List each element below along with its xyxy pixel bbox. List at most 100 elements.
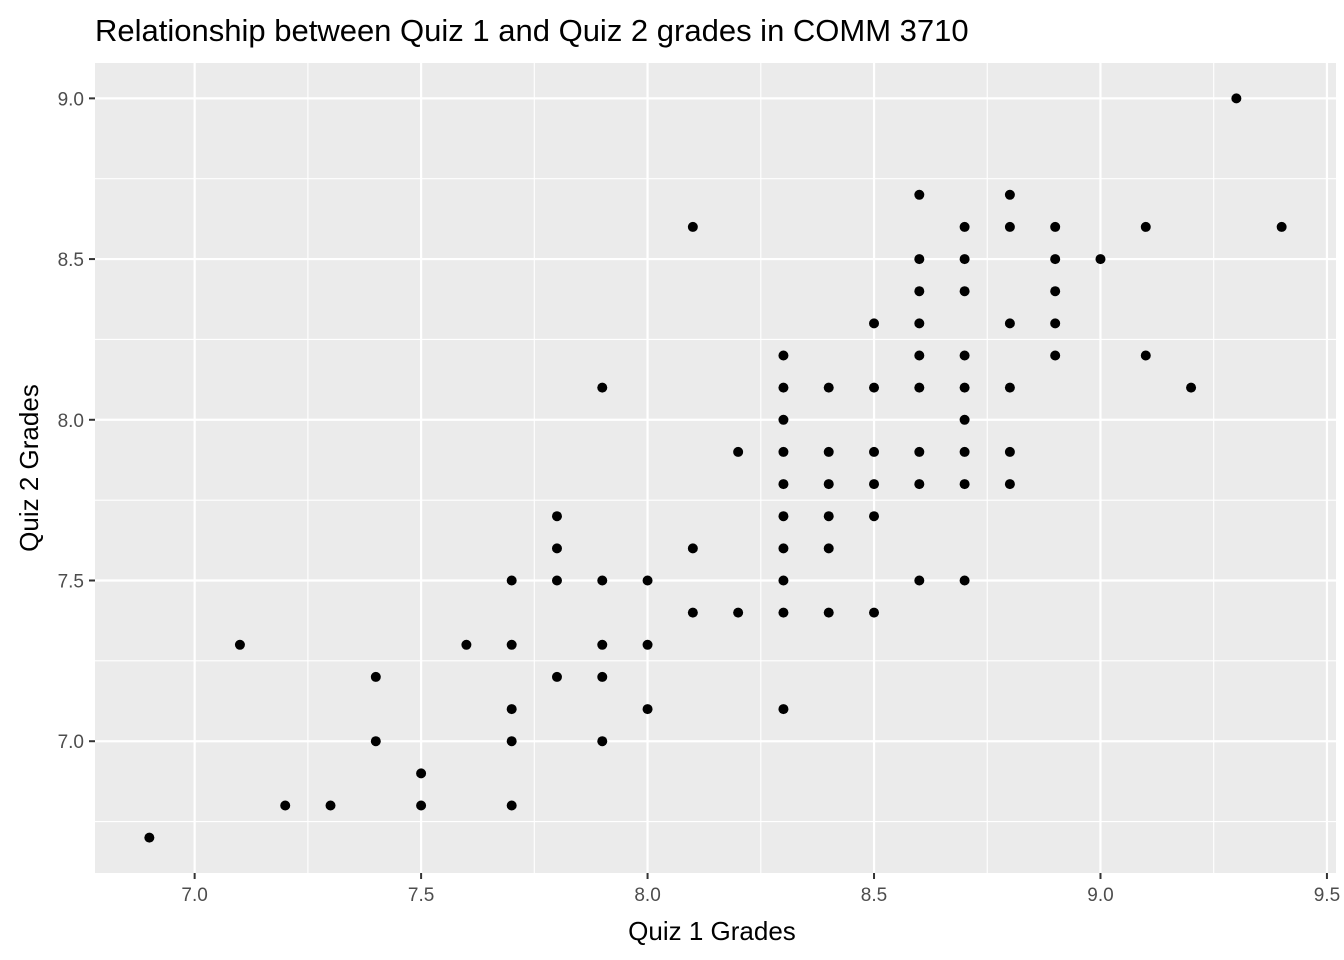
data-point <box>687 221 698 232</box>
y-tick-label: 8.5 <box>58 250 84 271</box>
data-point <box>959 446 970 457</box>
data-point <box>1004 479 1015 490</box>
data-point <box>914 254 925 265</box>
data-point <box>1050 350 1061 361</box>
data-points <box>144 93 1287 843</box>
data-point <box>370 736 381 747</box>
y-tick-label: 7.0 <box>58 732 84 753</box>
data-point <box>1095 254 1106 265</box>
x-tick-label: 7.0 <box>181 885 207 906</box>
data-point <box>914 318 925 329</box>
data-point <box>551 543 562 554</box>
data-point <box>778 543 789 554</box>
data-point <box>869 446 880 457</box>
data-point <box>733 446 744 457</box>
data-point <box>959 221 970 232</box>
data-point <box>506 800 517 811</box>
y-tick-label: 8.0 <box>58 411 84 432</box>
x-tick-label: 9.5 <box>1314 885 1340 906</box>
data-point <box>959 414 970 425</box>
data-point <box>914 446 925 457</box>
data-point <box>823 607 834 618</box>
data-point <box>914 350 925 361</box>
data-point <box>1186 382 1197 393</box>
data-point <box>325 800 336 811</box>
data-point <box>823 382 834 393</box>
data-point <box>959 479 970 490</box>
data-point <box>1050 286 1061 297</box>
data-point <box>1004 318 1015 329</box>
data-point <box>597 382 608 393</box>
y-tick-label: 9.0 <box>58 89 84 110</box>
x-tick-label: 7.5 <box>408 885 434 906</box>
data-point <box>1004 382 1015 393</box>
data-point <box>1050 318 1061 329</box>
data-point <box>551 575 562 586</box>
data-point <box>869 479 880 490</box>
data-point <box>642 639 653 650</box>
data-point <box>461 639 472 650</box>
data-point <box>144 832 155 843</box>
data-point <box>642 704 653 715</box>
data-point <box>597 736 608 747</box>
data-point <box>823 543 834 554</box>
data-point <box>914 575 925 586</box>
data-point <box>687 607 698 618</box>
data-point <box>914 479 925 490</box>
data-point <box>551 511 562 522</box>
data-point <box>778 414 789 425</box>
x-axis-title: Quiz 1 Grades <box>628 916 796 946</box>
data-point <box>778 575 789 586</box>
data-point <box>597 671 608 682</box>
data-point <box>416 768 427 779</box>
data-point <box>597 639 608 650</box>
data-point <box>959 350 970 361</box>
data-point <box>778 511 789 522</box>
data-point <box>280 800 291 811</box>
data-point <box>1050 221 1061 232</box>
chart-title: Relationship between Quiz 1 and Quiz 2 g… <box>95 13 969 48</box>
data-point <box>869 318 880 329</box>
data-point <box>869 511 880 522</box>
data-point <box>506 704 517 715</box>
data-point <box>1004 221 1015 232</box>
data-point <box>642 575 653 586</box>
data-point <box>823 479 834 490</box>
data-point <box>778 704 789 715</box>
data-point <box>551 671 562 682</box>
data-point <box>597 575 608 586</box>
data-point <box>370 671 381 682</box>
data-point <box>1231 93 1242 104</box>
data-point <box>914 286 925 297</box>
data-point <box>959 575 970 586</box>
data-point <box>778 446 789 457</box>
data-point <box>823 446 834 457</box>
gridlines <box>95 63 1336 873</box>
x-tick-label: 9.0 <box>1087 885 1113 906</box>
data-point <box>778 479 789 490</box>
y-axis-title: Quiz 2 Grades <box>14 384 44 552</box>
data-point <box>959 286 970 297</box>
plot-panel <box>95 63 1336 873</box>
data-point <box>914 382 925 393</box>
data-point <box>1140 221 1151 232</box>
data-point <box>234 639 245 650</box>
data-point <box>687 543 698 554</box>
y-tick-label: 7.5 <box>58 572 84 593</box>
x-tick-label: 8.5 <box>861 885 887 906</box>
data-point <box>416 800 427 811</box>
data-point <box>1004 189 1015 200</box>
data-point <box>869 607 880 618</box>
data-point <box>1276 221 1287 232</box>
data-point <box>914 189 925 200</box>
data-point <box>959 382 970 393</box>
data-point <box>733 607 744 618</box>
x-tick-label: 8.0 <box>634 885 660 906</box>
data-point <box>959 254 970 265</box>
data-point <box>778 607 789 618</box>
data-point <box>778 350 789 361</box>
data-point <box>823 511 834 522</box>
data-point <box>1140 350 1151 361</box>
data-point <box>1050 254 1061 265</box>
